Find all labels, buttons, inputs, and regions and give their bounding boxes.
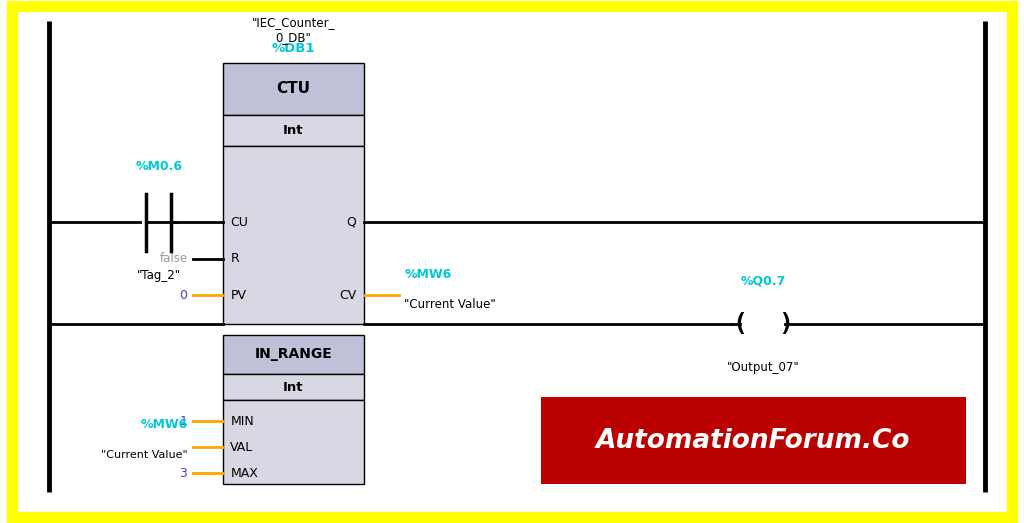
Text: 3: 3 xyxy=(179,467,187,480)
Text: MIN: MIN xyxy=(230,415,254,427)
Bar xyxy=(223,63,364,115)
Text: AutomationForum.Co: AutomationForum.Co xyxy=(596,428,910,453)
Bar xyxy=(223,146,364,324)
Text: %MW6: %MW6 xyxy=(404,268,452,281)
Text: ): ) xyxy=(778,312,793,336)
Text: "Current Value": "Current Value" xyxy=(404,298,497,311)
Text: VAL: VAL xyxy=(230,441,254,453)
Text: Int: Int xyxy=(283,381,304,393)
Text: %M0.6: %M0.6 xyxy=(135,160,182,173)
Text: %Q0.7: %Q0.7 xyxy=(740,275,785,288)
Text: 0_DB": 0_DB" xyxy=(275,31,311,44)
Text: CV: CV xyxy=(339,289,356,302)
Text: Int: Int xyxy=(283,124,304,137)
Text: 0: 0 xyxy=(179,289,187,302)
Text: false: false xyxy=(160,253,187,265)
Text: IN_RANGE: IN_RANGE xyxy=(255,347,332,361)
Text: %DB1: %DB1 xyxy=(271,42,315,55)
Text: "IEC_Counter_: "IEC_Counter_ xyxy=(252,16,335,29)
Bar xyxy=(223,374,364,400)
Text: MAX: MAX xyxy=(230,467,258,480)
Text: PV: PV xyxy=(230,289,247,302)
Text: 1: 1 xyxy=(179,415,187,427)
Text: Q: Q xyxy=(346,216,356,229)
Bar xyxy=(223,335,364,374)
Text: "Current Value": "Current Value" xyxy=(100,450,187,460)
Text: "Tag_2": "Tag_2" xyxy=(136,269,181,282)
Bar xyxy=(541,397,966,484)
Text: %MW6: %MW6 xyxy=(140,418,187,431)
Text: (: ( xyxy=(733,312,748,336)
Bar xyxy=(223,400,364,484)
Text: CTU: CTU xyxy=(276,82,310,96)
Text: R: R xyxy=(230,253,240,265)
Bar xyxy=(223,115,364,146)
Text: "Output_07": "Output_07" xyxy=(726,361,800,374)
Text: CU: CU xyxy=(230,216,248,229)
